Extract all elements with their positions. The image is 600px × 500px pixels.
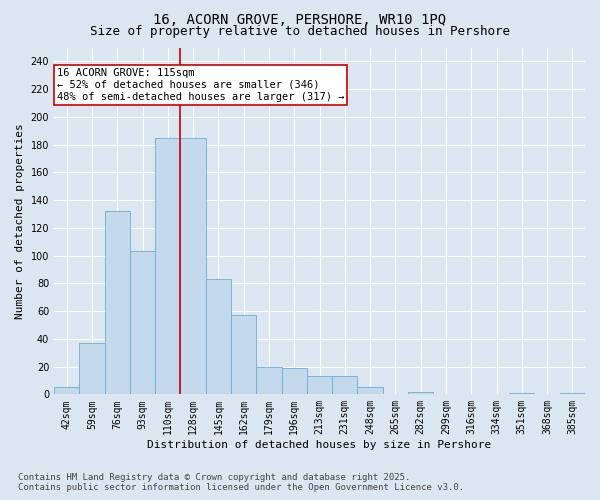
Bar: [206, 279, 231, 394]
Bar: [281, 368, 307, 394]
X-axis label: Distribution of detached houses by size in Pershore: Distribution of detached houses by size …: [148, 440, 491, 450]
Bar: [307, 376, 332, 394]
Text: Contains HM Land Registry data © Crown copyright and database right 2025.
Contai: Contains HM Land Registry data © Crown c…: [18, 473, 464, 492]
Bar: [560, 393, 585, 394]
Text: Size of property relative to detached houses in Pershore: Size of property relative to detached ho…: [90, 25, 510, 38]
Bar: [54, 388, 79, 394]
Bar: [231, 316, 256, 394]
Bar: [332, 376, 358, 394]
Bar: [130, 252, 155, 394]
Bar: [358, 388, 383, 394]
Bar: [155, 138, 181, 394]
Bar: [181, 138, 206, 394]
Bar: [79, 343, 104, 394]
Bar: [509, 393, 535, 394]
Bar: [104, 211, 130, 394]
Text: 16, ACORN GROVE, PERSHORE, WR10 1PQ: 16, ACORN GROVE, PERSHORE, WR10 1PQ: [154, 12, 446, 26]
Y-axis label: Number of detached properties: Number of detached properties: [15, 123, 25, 319]
Text: 16 ACORN GROVE: 115sqm
← 52% of detached houses are smaller (346)
48% of semi-de: 16 ACORN GROVE: 115sqm ← 52% of detached…: [56, 68, 344, 102]
Bar: [408, 392, 433, 394]
Bar: [256, 366, 281, 394]
